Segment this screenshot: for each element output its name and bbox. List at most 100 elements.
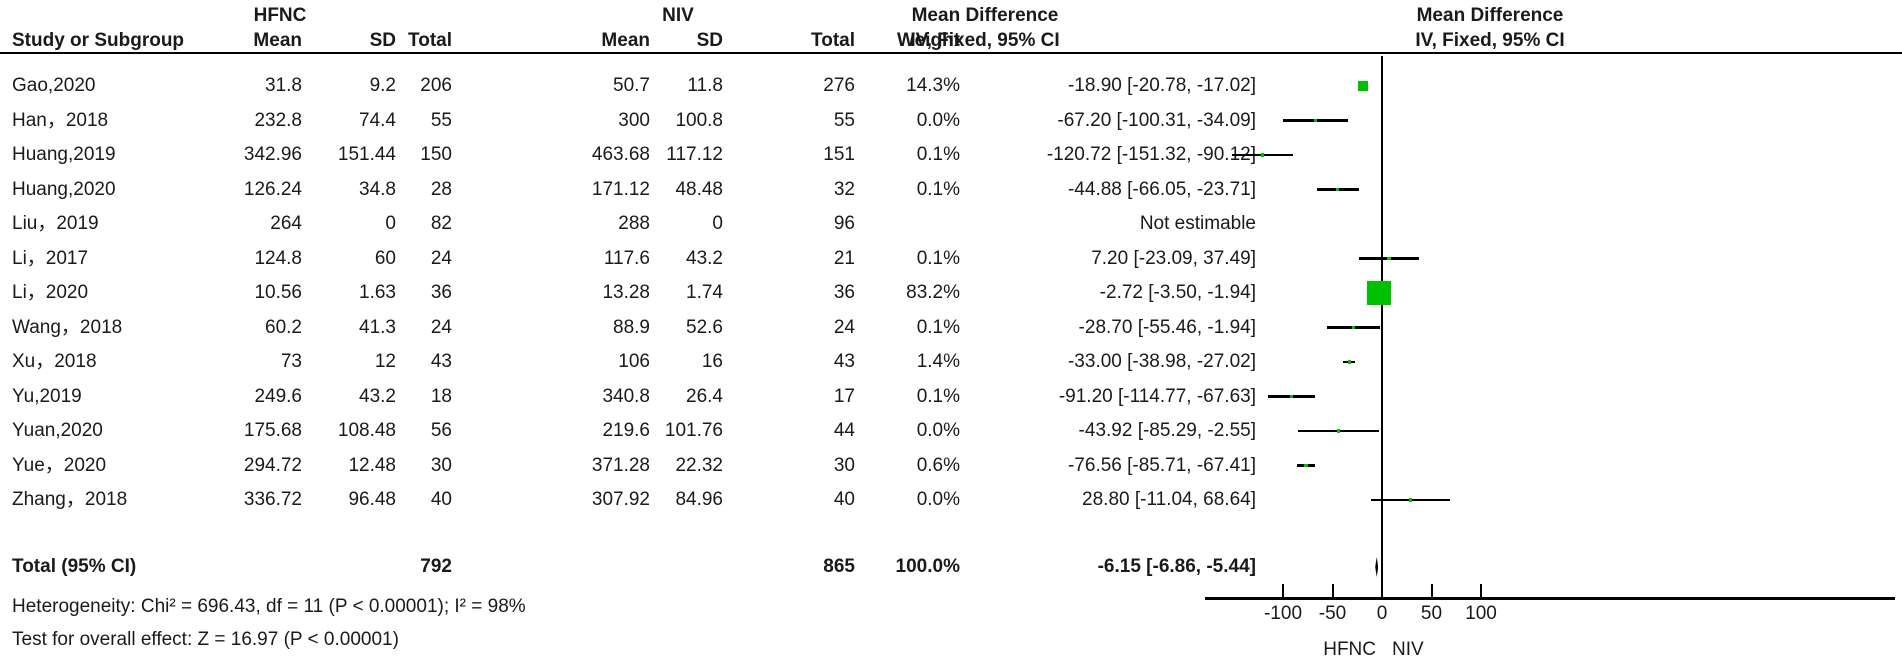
- axis-tick-label: -100: [1263, 603, 1303, 624]
- study-name-cell: Li，2020: [12, 282, 89, 303]
- cell-sd1: 12: [374, 351, 396, 372]
- cell-weight: 0.0%: [916, 420, 960, 441]
- study-name-cell: Yu,2019: [12, 385, 82, 407]
- cell-sd1: 96.48: [348, 489, 396, 510]
- cell-sd1: 74.4: [359, 109, 396, 131]
- col-header-hfnc-sd: SD: [369, 30, 396, 51]
- cell-total1: 24: [430, 247, 452, 269]
- axis-tick-label: 0: [1376, 603, 1388, 624]
- cell-mean1: 342.96: [243, 144, 302, 165]
- study-row: Yuan,2020 175.68 108.48 56 219.6 101.76 44 0.0%…: [0, 414, 1902, 448]
- cell-mean1: 60.2: [265, 316, 302, 338]
- cell-total2: 276: [823, 75, 855, 96]
- summary-diamond: [1375, 557, 1379, 577]
- col-header-hfnc-total: Total: [408, 30, 452, 51]
- cell-weight: 83.2%: [906, 282, 960, 303]
- cell-mean1: 232.8: [254, 109, 302, 131]
- cell-mean2: 117.6: [603, 247, 650, 269]
- cell-sd2: 100.8: [675, 109, 723, 131]
- cell-mean2: 219.6: [602, 420, 650, 441]
- ci-text-cell: -91.20 [-114.77, -67.63]: [1058, 385, 1256, 407]
- study-row: Han，2018 232.8 74.4 55 300 100.8 55 0.0% -67.20 …: [0, 104, 1902, 138]
- study-row: Xu，2018 73 12 43 106 16 43 1.4% -33.00 [-38.98, …: [0, 345, 1902, 379]
- study-name-cell: Zhang，2018: [12, 489, 128, 510]
- ci-text-cell: -67.20 [-100.31, -34.09]: [1057, 109, 1256, 131]
- cell-sd2: 11.8: [687, 75, 723, 96]
- heterogeneity-text: Heterogeneity: Chi² = 696.43, df = 11 (P…: [12, 596, 526, 617]
- ci-text-cell: -44.88 [-66.05, -23.71]: [1067, 178, 1256, 200]
- cell-total2: 55: [833, 109, 855, 131]
- cell-mean1: 10.56: [254, 282, 302, 303]
- ci-text-cell: 7.20 [-23.09, 37.49]: [1091, 247, 1256, 269]
- effect-marker: [1347, 360, 1352, 364]
- ci-text-cell: -120.72 [-151.32, -90.12]: [1046, 144, 1256, 165]
- effect-marker: [1408, 498, 1413, 502]
- cell-total2: 44: [833, 420, 855, 441]
- cell-sd1: 34.8: [359, 178, 396, 200]
- axis-tick-label: 100: [1465, 603, 1497, 624]
- axis-tick: [1331, 584, 1334, 599]
- ci-text-cell: Not estimable: [1139, 213, 1256, 234]
- total-niv-n: 865: [823, 556, 855, 577]
- cell-mean2: 50.7: [613, 75, 650, 96]
- ci-text-cell: -18.90 [-20.78, -17.02]: [1067, 75, 1256, 96]
- cell-sd1: 1.63: [359, 282, 396, 303]
- cell-sd2: 26.4: [686, 385, 723, 407]
- study-row: Zhang，2018 336.72 96.48 40 307.92 84.96 40 0.0%…: [0, 483, 1902, 517]
- cell-sd1: 41.3: [359, 316, 396, 338]
- cell-mean2: 171.12: [591, 178, 650, 200]
- study-row: Liu，2019 264 0 82 288 0 96 Not estimable: [0, 207, 1902, 241]
- cell-total1: 206: [420, 75, 452, 96]
- cell-total1: 30: [430, 454, 452, 476]
- cell-weight: 0.1%: [916, 247, 960, 269]
- study-name-cell: Gao,2020: [12, 75, 96, 96]
- ci-text-cell: -43.92 [-85.29, -2.55]: [1078, 420, 1256, 441]
- col-header-niv-mean: Mean: [601, 30, 650, 51]
- cell-total1: 24: [430, 316, 452, 338]
- cell-mean1: 31.8: [265, 75, 302, 96]
- cell-sd1: 151.44: [337, 144, 396, 165]
- group-header-niv: NIV: [662, 5, 694, 26]
- cell-total2: 40: [833, 489, 855, 510]
- study-name-cell: Yue，2020: [12, 454, 107, 476]
- cell-sd2: 117.12: [666, 144, 723, 165]
- cell-mean1: 249.6: [254, 385, 302, 407]
- study-name-cell: Yuan,2020: [12, 420, 103, 441]
- study-row: Gao,2020 31.8 9.2 206 50.7 11.8 276 14.3% -18.90…: [0, 69, 1902, 103]
- effect-marker: [1313, 118, 1318, 123]
- cell-sd2: 48.48: [675, 178, 723, 200]
- col-header-study: Study or Subgroup: [12, 30, 185, 51]
- effect-marker: [1304, 463, 1308, 468]
- axis-tick-label: 50: [1420, 603, 1443, 624]
- cell-mean2: 463.68: [591, 144, 650, 165]
- cell-sd1: 9.2: [369, 75, 396, 96]
- cell-sd2: 101.76: [664, 420, 723, 441]
- cell-total2: 43: [833, 351, 855, 372]
- total-ci-text: -6.15 [-6.86, -5.44]: [1097, 556, 1256, 577]
- cell-total1: 55: [430, 109, 452, 131]
- ci-text-cell: -76.56 [-85.71, -67.41]: [1067, 454, 1256, 476]
- study-name-cell: Han，2018: [12, 109, 109, 131]
- zero-line: [1381, 56, 1383, 597]
- total-weight: 100.0%: [895, 556, 960, 577]
- col-header-weight: Weight: [897, 30, 960, 51]
- effect-marker: [1351, 325, 1356, 330]
- cell-total1: 28: [430, 178, 452, 200]
- header-underline: [0, 52, 1902, 54]
- effect-marker: [1367, 281, 1392, 305]
- total-label: Total (95% CI): [12, 556, 137, 577]
- cell-total2: 32: [833, 178, 855, 200]
- study-name-cell: Huang,2019: [12, 144, 116, 165]
- cell-total1: 150: [420, 144, 452, 165]
- cell-weight: 0.1%: [916, 144, 960, 165]
- ci-text-cell: -33.00 [-38.98, -27.02]: [1067, 351, 1256, 372]
- cell-total2: 36: [833, 282, 855, 303]
- total-hfnc-n: 792: [420, 556, 452, 577]
- ci-text-cell: 28.80 [-11.04, 68.64]: [1082, 489, 1256, 510]
- cell-sd1: 0: [385, 213, 396, 234]
- cell-weight: 0.0%: [916, 489, 960, 510]
- cell-sd1: 12.48: [348, 454, 396, 476]
- cell-mean2: 13.28: [602, 282, 650, 303]
- cell-sd2: 43.2: [686, 247, 723, 269]
